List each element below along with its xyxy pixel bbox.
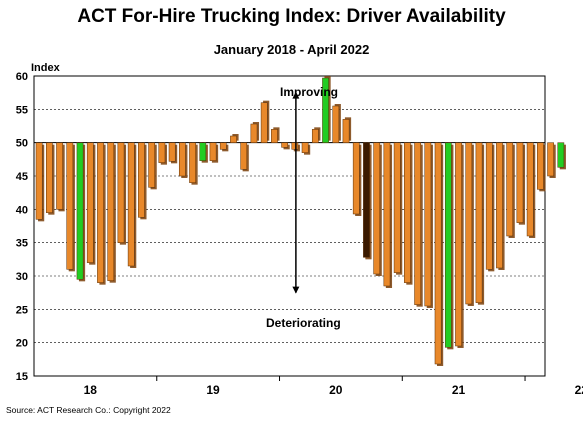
bar <box>291 142 299 150</box>
bar <box>363 142 370 258</box>
bar <box>230 135 237 143</box>
bar <box>311 129 319 143</box>
bar <box>342 119 350 143</box>
bar <box>107 142 115 281</box>
bar <box>66 142 74 270</box>
bar <box>352 142 360 215</box>
bar <box>404 142 411 283</box>
y-tick-label: 15 <box>16 371 28 383</box>
y-tick-label: 45 <box>16 171 28 183</box>
bar <box>250 123 258 143</box>
bar <box>332 105 340 143</box>
bar <box>557 142 565 168</box>
bar <box>393 142 401 273</box>
bar <box>444 142 452 348</box>
bar <box>138 142 145 218</box>
y-tick-label: 20 <box>16 338 28 350</box>
y-tick-label: 55 <box>16 104 28 116</box>
bar <box>547 142 554 177</box>
x-tick-label: 21 <box>452 383 466 397</box>
bar <box>199 142 207 161</box>
bar <box>56 142 63 210</box>
x-tick-label: 20 <box>329 383 343 397</box>
bar <box>209 142 217 161</box>
bar <box>301 142 309 153</box>
x-tick-label: 18 <box>84 383 98 397</box>
bar <box>506 142 514 237</box>
annotation-deteriorating: Deteriorating <box>266 316 341 330</box>
bar <box>271 129 278 143</box>
bar <box>475 142 483 303</box>
bar <box>117 142 125 243</box>
bar <box>434 142 442 365</box>
bar <box>158 142 166 163</box>
bar <box>189 142 196 183</box>
bar <box>168 142 176 162</box>
bar <box>322 77 329 143</box>
bar <box>414 142 421 305</box>
y-tick-label: 25 <box>16 304 28 316</box>
bar <box>383 142 391 287</box>
bar <box>516 142 524 223</box>
x-tick-label: 19 <box>206 383 220 397</box>
bar <box>373 142 381 275</box>
bar <box>86 142 94 263</box>
arrow-head-up <box>292 91 300 99</box>
y-tick-label: 50 <box>16 138 28 150</box>
y-axis-label: Index <box>31 62 60 74</box>
bar <box>281 142 288 148</box>
chart-title: ACT For-Hire Trucking Index: Driver Avai… <box>77 6 506 27</box>
bar <box>76 142 84 280</box>
bar <box>485 142 493 270</box>
chart-subtitle: January 2018 - April 2022 <box>213 42 370 57</box>
bar <box>127 142 135 267</box>
source-note: Source: ACT Research Co.: Copyright 2022 <box>6 405 171 415</box>
bar <box>537 142 544 190</box>
bar <box>424 142 432 307</box>
bar <box>496 142 503 269</box>
bar <box>45 142 53 213</box>
plot-area <box>33 75 546 377</box>
bar <box>97 142 104 283</box>
arrow-head-down <box>292 286 300 294</box>
bar <box>148 142 155 188</box>
bar <box>178 142 186 177</box>
y-tick-label: 35 <box>16 238 28 250</box>
y-tick-label: 30 <box>16 271 28 283</box>
y-tick-label: 60 <box>16 71 28 83</box>
bar <box>526 142 534 237</box>
bar <box>219 142 227 150</box>
annotation-improving: Improving <box>280 85 339 99</box>
bar <box>455 142 462 347</box>
x-tick-label: 22 <box>575 383 583 397</box>
bar <box>240 142 248 170</box>
bar <box>35 142 43 220</box>
bar <box>465 142 473 305</box>
bar <box>260 102 268 143</box>
y-tick-label: 40 <box>16 204 28 216</box>
